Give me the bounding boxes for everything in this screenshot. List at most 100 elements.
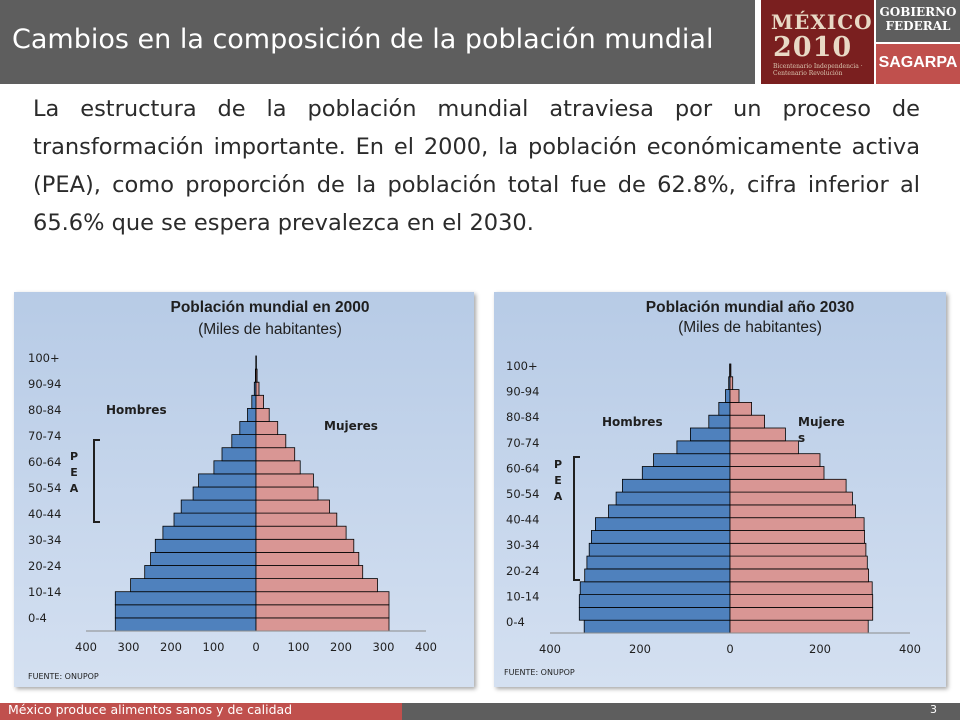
women-bar-5-9 (255, 604, 390, 619)
x-tick-label: 0 (252, 640, 259, 654)
y-tick-label: 20-24 (506, 564, 539, 578)
men-bar-20-24 (584, 568, 731, 583)
men-bar-40-44 (173, 512, 257, 527)
men-label: Hombres (602, 415, 663, 429)
x-tick-label: 400 (539, 642, 561, 656)
gobierno-label: GOBIERNO (879, 5, 957, 19)
women-bar-80-84 (255, 408, 270, 422)
women-bar-5-9 (729, 606, 874, 621)
women-bar-15-19 (255, 578, 378, 593)
men-bar-55-59 (621, 478, 731, 493)
y-tick-label: 50-54 (28, 481, 61, 495)
women-bar-50-54 (255, 486, 319, 501)
chart-panel-2030: Población mundial año 2030 (Miles de habi… (494, 292, 946, 687)
men-bar-45-49 (608, 504, 731, 519)
women-bar-25-29 (255, 551, 360, 566)
men-bar-60-64 (213, 460, 257, 475)
mexico-logo-year: 2010 (773, 32, 853, 63)
women-label-line2: s (798, 431, 805, 445)
women-bar-45-49 (255, 499, 330, 514)
men-bar-30-34 (588, 542, 731, 557)
women-bar-90-94 (729, 389, 740, 403)
women-bar-60-64 (729, 466, 825, 480)
men-bar-80-84 (247, 408, 257, 422)
women-bar-45-49 (729, 504, 856, 519)
pyramid-chart-2030: Población mundial año 2030 (Miles de habi… (504, 299, 921, 677)
women-bar-55-59 (255, 473, 314, 488)
men-bar-55-59 (198, 473, 257, 488)
title-bar (0, 0, 755, 84)
y-tick-label: 40-44 (506, 513, 539, 527)
men-bar-75-79 (689, 427, 731, 442)
women-bar-0-4 (729, 619, 869, 634)
women-bar-0-4 (255, 617, 390, 632)
y-tick-label: 60-64 (506, 461, 539, 475)
pyramid-chart-2000: Población mundial en 2000 (Miles de habit… (28, 299, 437, 681)
men-bar-60-64 (641, 466, 731, 480)
chart-title: Población mundial en 2000 (171, 299, 370, 316)
men-bar-65-69 (653, 453, 731, 467)
men-bar-5-9 (114, 604, 257, 619)
y-tick-label: 80-84 (28, 403, 61, 417)
men-bar-75-79 (239, 421, 257, 436)
women-bar-40-44 (255, 512, 338, 527)
y-tick-label: 30-34 (28, 533, 61, 547)
women-bar-75-79 (729, 427, 786, 442)
men-bar-50-54 (615, 491, 731, 506)
y-tick-label: 70-74 (28, 429, 61, 443)
sagarpa-logo: SAGARPA (874, 42, 960, 84)
men-bar-35-39 (591, 530, 731, 544)
y-tick-label: 30-34 (506, 538, 539, 552)
men-bar-85-89 (251, 394, 257, 409)
women-bar-65-69 (255, 447, 296, 462)
men-bar-15-19 (579, 581, 731, 595)
mexico-logo-sub: Bicentenario Independencia · Centenario … (773, 63, 863, 77)
women-bar-10-14 (255, 591, 390, 606)
women-bar-55-59 (729, 478, 847, 493)
pea-bracket (93, 439, 100, 523)
x-tick-label: 400 (899, 642, 921, 656)
footer-text: México produce alimentos sanos y de cali… (8, 702, 293, 717)
pea-letter: E (554, 474, 562, 487)
chart-title: Población mundial año 2030 (646, 299, 854, 316)
men-bar-80-84 (708, 414, 731, 429)
men-bar-35-39 (162, 525, 257, 540)
mexico-2010-logo: MÉXICO 2010 Bicentenario Independencia ·… (758, 0, 874, 84)
footer-accent (0, 703, 402, 720)
women-bar-15-19 (729, 581, 873, 595)
x-tick-label: 300 (118, 640, 140, 654)
y-tick-label: 0-4 (28, 611, 47, 625)
men-bar-50-54 (192, 486, 257, 501)
women-bar-30-34 (729, 542, 867, 557)
x-tick-label: 300 (373, 640, 395, 654)
men-bar-65-69 (221, 447, 257, 462)
page-number: 3 (930, 703, 937, 716)
women-bar-80-84 (729, 414, 765, 429)
men-bar-85-89 (718, 402, 731, 416)
women-label-line1: Mujere (798, 415, 845, 429)
women-bar-95-99 (729, 376, 734, 391)
men-bar-0-4 (583, 619, 731, 634)
x-tick-label: 200 (809, 642, 831, 656)
men-bar-5-9 (578, 606, 731, 621)
chart-panel-2000: Población mundial en 2000 (Miles de habit… (14, 292, 474, 687)
men-bar-10-14 (114, 591, 257, 606)
women-bar-85-89 (729, 402, 753, 416)
women-bar-35-39 (729, 530, 866, 544)
chart-source: FUENTE: ONUPOP (504, 668, 575, 677)
y-tick-label: 70-74 (506, 436, 539, 450)
men-bar-70-74 (676, 440, 731, 455)
federal-label: FEDERAL (885, 19, 951, 33)
y-tick-label: 90-94 (506, 385, 539, 399)
y-tick-label: 40-44 (28, 507, 61, 521)
women-bar-20-24 (729, 568, 870, 583)
body-paragraph: La estructura de la población mundial at… (33, 96, 920, 236)
women-bar-60-64 (255, 460, 301, 475)
sagarpa-label: SAGARPA (878, 54, 958, 71)
x-tick-label: 100 (288, 640, 310, 654)
slide-title: Cambios en la composición de la població… (12, 24, 714, 55)
pea-letter: E (70, 466, 78, 479)
women-bar-65-69 (729, 453, 821, 467)
chart-subtitle: (Miles de habitantes) (678, 319, 822, 336)
men-bar-30-34 (154, 538, 257, 553)
